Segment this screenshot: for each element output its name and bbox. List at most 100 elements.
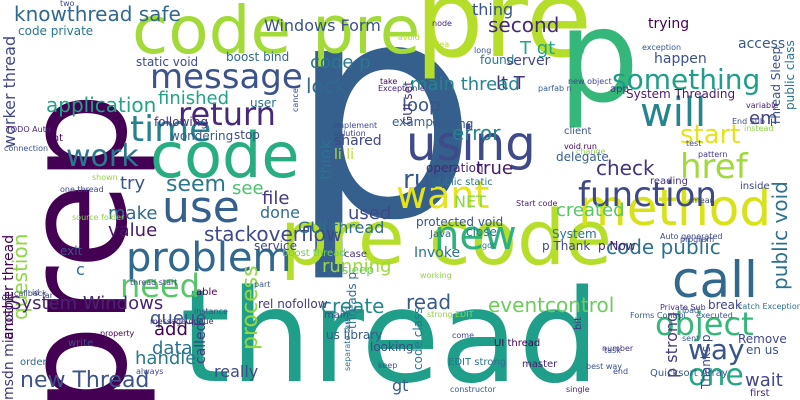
word-boost-bind: boost bind xyxy=(226,50,290,64)
word-remove: Remove xyxy=(738,332,787,346)
word-p: p xyxy=(558,0,640,132)
word-href: href xyxy=(680,147,748,187)
word-new: new xyxy=(434,213,517,259)
word-come: come xyxy=(452,331,475,340)
word-exception: exception xyxy=(642,43,682,52)
word-called: called xyxy=(193,322,209,364)
word-writing: writing xyxy=(432,117,474,131)
word-forms-control: Forms Control xyxy=(630,311,686,320)
word-system: System xyxy=(552,227,597,241)
word-used: used xyxy=(348,203,392,224)
word-rel-nofollow: rel nofollow xyxy=(258,297,328,311)
word-need: need xyxy=(120,267,200,305)
word-happen: happen xyxy=(654,51,707,67)
word-found: found xyxy=(480,53,515,67)
word-work: work xyxy=(66,139,139,174)
word-object: object xyxy=(655,305,754,343)
word-solution: solution xyxy=(334,129,366,138)
word-quicksort-array: Quicksort Array xyxy=(650,368,728,379)
word-idea: idea xyxy=(432,40,450,49)
word-public-void: public void xyxy=(768,181,792,290)
word-server: server xyxy=(506,53,551,69)
word-always: always xyxy=(136,367,164,376)
word-done: done xyxy=(260,203,300,222)
word-static-void: static void xyxy=(136,55,199,69)
word-new-thread: new Thread xyxy=(20,368,150,393)
word-gt: gt xyxy=(392,376,409,395)
word-constructor: constructor xyxy=(450,385,496,394)
word-edit-strong: EDIT strong xyxy=(448,357,507,368)
word-auto-generated: Auto generated xyxy=(660,232,723,241)
word-using: using xyxy=(406,116,536,172)
word-error: error xyxy=(452,121,501,145)
word-c: c xyxy=(76,260,85,279)
word-order: order xyxy=(20,357,47,368)
word-change: change xyxy=(576,147,606,156)
word-task: task xyxy=(604,346,621,355)
word-break: break xyxy=(708,298,742,312)
word-exception-e: Exception e xyxy=(378,84,425,93)
word-thread: thread xyxy=(180,263,600,400)
word-p: p xyxy=(288,0,479,286)
word-stop: stop xyxy=(234,128,260,142)
word-code-class: code class xyxy=(411,307,425,370)
word-method: method xyxy=(578,179,772,237)
word-thread-start: thread start xyxy=(130,278,178,287)
word-source-folder: source folder xyxy=(72,213,125,222)
word-public-static: public static xyxy=(432,177,493,188)
word-code-private: code private xyxy=(18,24,94,38)
word-parfab-n: parfab n xyxy=(538,84,572,93)
word-catch-exception: catch Exception xyxy=(738,302,800,311)
word-end-sub: End Sub xyxy=(732,117,765,126)
word-read: read xyxy=(406,290,452,314)
word-queue: queue xyxy=(150,308,207,329)
word-long: long xyxy=(474,46,492,55)
word-pre: pre xyxy=(415,0,593,82)
word-node: node xyxy=(432,19,452,28)
word-int: int xyxy=(50,133,64,144)
word-message: message xyxy=(150,57,303,97)
word-seem: seem xyxy=(166,172,226,197)
word-one-thread: one thread xyxy=(60,185,104,194)
word-private-sub: Private Sub xyxy=(660,303,706,312)
word-one: one xyxy=(688,358,744,393)
word-created: created xyxy=(556,200,625,221)
word-finished: finished xyxy=(158,88,230,109)
word-p-now: p Now xyxy=(598,239,636,253)
word-test: test xyxy=(686,139,702,148)
word-public-class: public class xyxy=(783,40,797,110)
word-li-li: li li xyxy=(334,147,355,163)
word-start: start xyxy=(680,120,741,150)
word-avoid: avoid xyxy=(398,33,420,42)
word-t-gt: T gt xyxy=(520,38,556,59)
word-run: run xyxy=(403,165,447,195)
word-second: second xyxy=(488,13,560,37)
word-will: will xyxy=(640,90,707,136)
word-thing: thing xyxy=(472,0,514,19)
word-working: working xyxy=(420,271,452,280)
word-sleep: sleep xyxy=(342,263,374,277)
word-best-way: best way xyxy=(586,362,623,371)
word-want: want xyxy=(396,173,490,217)
word-check: check xyxy=(596,156,655,180)
word-callback: callback xyxy=(14,289,47,298)
word-exit: exit xyxy=(60,244,83,258)
word-bit: bit xyxy=(573,316,584,330)
word-running: running xyxy=(322,256,392,277)
word-main: main xyxy=(324,310,349,321)
word-looking: looking xyxy=(370,340,414,354)
word-create: create xyxy=(321,294,385,318)
word-id: id xyxy=(32,288,40,297)
word-boost-thread: boost thread xyxy=(282,248,346,259)
word-following: following xyxy=(154,115,208,129)
word-net: NET xyxy=(454,192,486,211)
word-connection: connection xyxy=(4,144,49,153)
word-us-library: us library xyxy=(326,328,383,342)
word-return: return xyxy=(178,95,276,133)
word-wondering: wondering xyxy=(170,129,234,143)
word-two: two xyxy=(60,0,75,8)
word-sent: sent xyxy=(682,334,700,343)
word-another-thread: another thread xyxy=(1,234,17,340)
word-wait: wait xyxy=(745,370,783,391)
